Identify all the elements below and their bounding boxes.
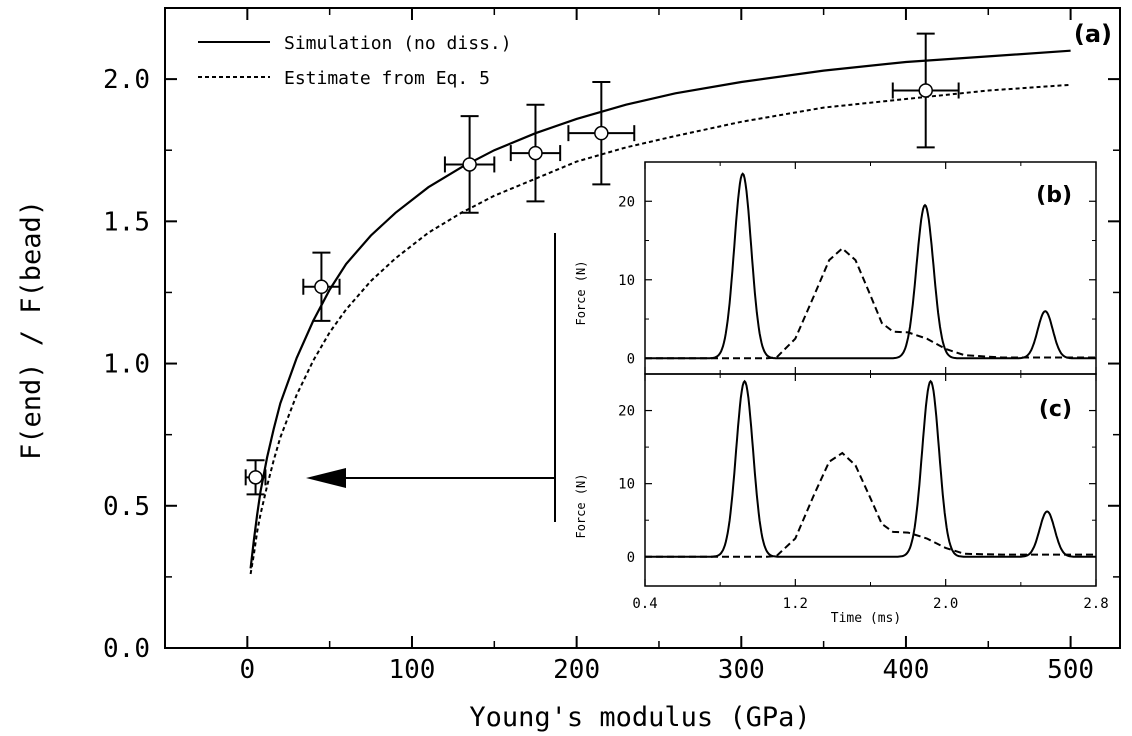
data-point	[443, 115, 496, 214]
x-tick-label: 300	[718, 655, 765, 685]
data-marker	[314, 279, 329, 295]
x-tick-label: 100	[388, 655, 435, 685]
data-marker	[462, 157, 477, 172]
inset-y-tick-label: 0	[627, 351, 635, 367]
data-point	[302, 251, 341, 322]
series-estimate-line	[249, 83, 1071, 575]
x-tick-label: 0	[239, 655, 255, 685]
legend: Simulation (no diss.) Estimate from Eq. …	[198, 33, 512, 89]
main-plot-frame	[164, 7, 1121, 649]
data-marker	[248, 470, 263, 485]
data-marker	[594, 125, 609, 141]
data-point	[244, 459, 267, 496]
inset-y-tick-label: 0	[627, 550, 635, 566]
inset-dashed-trace	[645, 451, 1096, 558]
inset-dashed-trace	[645, 247, 1096, 360]
data-marker	[528, 145, 543, 161]
inset-y-tick-label: 20	[618, 194, 635, 210]
y-tick-label: 2.0	[103, 65, 150, 95]
legend-label-simulation: Simulation (no diss.)	[284, 33, 512, 54]
inset-solid-trace	[645, 172, 1096, 360]
x-tick-label: 200	[553, 655, 600, 685]
series-simulation-line	[249, 49, 1071, 569]
inset-solid-trace	[645, 379, 1096, 558]
main-x-axis-label: Young's modulus (GPa)	[469, 702, 810, 733]
main-y-axis-label: F(end) / F(bead)	[16, 200, 47, 460]
inset-b-plot: 0 10 20	[618, 162, 1097, 374]
main-axis-ticks	[165, 8, 1120, 649]
main-y-tick-labels: 0.0 0.5 1.0 1.5 2.0	[103, 65, 150, 664]
panel-label-a: (a)	[1074, 20, 1112, 48]
main-series-group	[249, 49, 1071, 575]
inset-y-tick-label: 10	[618, 477, 635, 493]
inset-y-tick-label: 10	[618, 273, 635, 289]
inset-c-y-axis-label: Force (N)	[574, 473, 588, 538]
legend-label-estimate: Estimate from Eq. 5	[284, 68, 490, 89]
inset-x-tick-label: 2.0	[933, 596, 958, 612]
panel-label-c: (c)	[1039, 397, 1072, 422]
annotation-arrow-head	[306, 468, 346, 488]
data-point	[891, 32, 960, 149]
inset-x-tick-label: 2.8	[1083, 596, 1108, 612]
data-point	[567, 80, 636, 186]
x-tick-label: 500	[1047, 655, 1094, 685]
panel-label-b: (b)	[1036, 183, 1072, 208]
inset-c-plot: 0 10 20 0.4 1.2 2.0 2.8	[618, 374, 1109, 612]
data-point	[509, 103, 562, 203]
y-tick-label: 0.5	[103, 492, 150, 522]
y-tick-label: 1.0	[103, 350, 150, 380]
y-tick-label: 1.5	[103, 207, 150, 237]
inset-y-tick-label: 20	[618, 404, 635, 420]
main-data-points	[244, 32, 960, 496]
inset-x-tick-label: 0.4	[632, 596, 657, 612]
data-marker	[918, 83, 933, 98]
inset-x-axis-label: Time (ms)	[831, 611, 901, 626]
y-tick-label: 0.0	[103, 634, 150, 664]
main-x-tick-labels: 0 100 200 300 400 500	[239, 655, 1094, 685]
inset-x-tick-label: 1.2	[783, 596, 808, 612]
inset-b-y-axis-label: Force (N)	[574, 260, 588, 325]
x-tick-label: 400	[882, 655, 929, 685]
